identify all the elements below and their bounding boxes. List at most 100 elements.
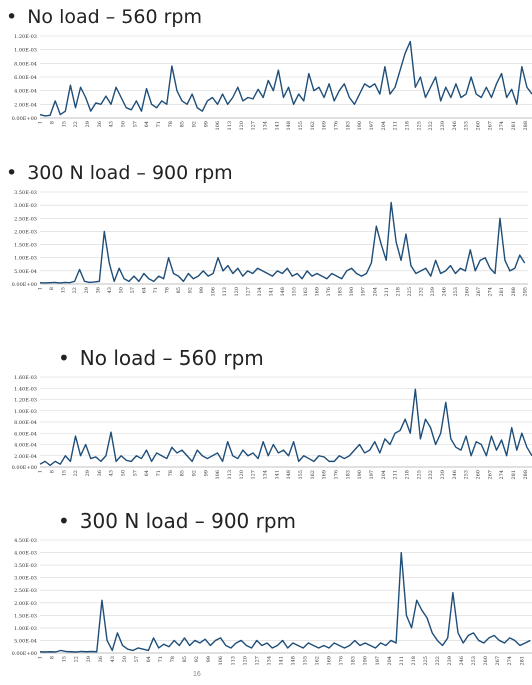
x-tick-label: 155: [291, 287, 297, 297]
x-tick-label: 225: [416, 121, 422, 131]
x-tick-label: 211: [399, 656, 405, 666]
y-tick-label: 4.00E-03: [14, 551, 37, 557]
chart-title-bottom-2: • 300 N load – 900 rpm: [58, 509, 297, 533]
y-tick-label: 0.00E+00: [12, 465, 37, 471]
x-tick-label: 183: [345, 121, 351, 131]
x-tick-label: 141: [274, 470, 280, 480]
y-tick-label: 2.50E-03: [14, 216, 37, 222]
chart-title-top-2: • 300 N load – 900 rpm: [6, 162, 233, 184]
x-tick-label: 120: [239, 121, 245, 131]
x-tick-label: 246: [452, 470, 458, 480]
x-tick-label: 29: [84, 287, 90, 293]
x-tick-label: 239: [430, 287, 436, 297]
x-tick-label: 127: [251, 470, 257, 480]
x-tick-label: 85: [180, 121, 186, 127]
series-line: [39, 40, 532, 117]
chart-title-text: 300 N load – 900 rpm: [79, 509, 297, 533]
line-chart-top-1: 0.00E+00 2.00E-04 4.00E-04 6.00E-04 8.00E-04…: [12, 34, 532, 131]
x-tick-label: 232: [418, 287, 424, 297]
x-tick-label: 43: [109, 470, 115, 476]
x-tick-label: 288: [523, 470, 529, 480]
x-tick-label: 127: [251, 121, 257, 131]
x-tick-label: 183: [338, 287, 344, 297]
x-tick-label: 1: [38, 656, 44, 659]
x-tick-label: 120: [234, 287, 240, 297]
x-tick-label: 197: [361, 287, 367, 297]
x-tick-label: 99: [199, 287, 205, 293]
x-tick-label: 134: [257, 287, 263, 297]
x-tick-label: 85: [182, 656, 188, 662]
x-tick-label: 106: [211, 287, 217, 297]
y-tick-label: 1.50E-03: [14, 243, 37, 249]
x-tick-label: 78: [165, 287, 171, 293]
chart-title-text: 300 N load – 900 rpm: [27, 162, 233, 184]
y-tick-label: 1.20E-03: [14, 34, 37, 40]
x-tick-label: 204: [381, 121, 387, 131]
x-tick-label: 29: [85, 121, 91, 127]
x-tick-label: 15: [62, 656, 68, 662]
y-tick-label: 2.00E-04: [14, 102, 37, 108]
x-tick-label: 274: [499, 121, 505, 131]
x-tick-label: 260: [475, 121, 481, 131]
x-tick-label: 64: [144, 121, 150, 127]
line-chart-bottom-2: 0.00E+00 5.00E-04 1.00E-03 1.50E-03 2.00E-03…: [12, 538, 532, 666]
x-tick-label: 43: [110, 656, 116, 662]
y-tick-label: 1.50E-03: [14, 613, 37, 619]
x-tick-label: 113: [227, 470, 233, 480]
x-tick-label: 141: [268, 287, 274, 297]
x-tick-label: 239: [440, 121, 446, 131]
x-tick-label: 162: [310, 470, 316, 480]
x-tick-label: 148: [290, 656, 296, 666]
x-tick-label: 64: [146, 656, 152, 662]
x-tick-label: 225: [423, 656, 429, 666]
y-tick-label: 1.00E-03: [14, 409, 37, 415]
x-tick-label: 92: [191, 470, 197, 476]
x-tick-label: 211: [393, 470, 399, 480]
x-tick-label: 92: [188, 287, 194, 293]
x-tick-label: 106: [215, 470, 221, 480]
x-tick-label: 22: [72, 287, 78, 293]
x-tick-label: 260: [465, 287, 471, 297]
y-tick-label: 3.00E-03: [14, 576, 37, 582]
y-tick-label: 2.00E-04: [14, 454, 37, 460]
x-tick-label: 281: [499, 287, 505, 297]
x-tick-label: 169: [322, 470, 328, 480]
x-tick-label: 183: [351, 656, 357, 666]
x-tick-label: 78: [170, 656, 176, 662]
x-tick-label: 99: [206, 656, 212, 662]
x-tick-label: 253: [464, 470, 470, 480]
x-tick-label: 267: [487, 121, 493, 131]
x-tick-label: 29: [85, 470, 91, 476]
y-tick-label: 8.00E-04: [14, 61, 37, 67]
x-tick-label: 15: [61, 121, 67, 127]
x-tick-label: 36: [97, 470, 103, 476]
x-tick-label: 50: [120, 121, 126, 127]
x-tick-label: 148: [286, 121, 292, 131]
x-tick-label: 78: [168, 121, 174, 127]
x-tick-label: 141: [278, 656, 284, 666]
x-tick-label: 50: [120, 470, 126, 476]
x-tick-label: 57: [134, 656, 140, 662]
x-tick-label: 204: [387, 656, 393, 666]
x-tick-label: 57: [130, 287, 136, 293]
x-tick-label: 71: [158, 656, 164, 662]
x-tick-label: 162: [315, 656, 321, 666]
x-tick-label: 85: [180, 470, 186, 476]
chart-title-text: No load – 560 rpm: [79, 346, 264, 370]
x-tick-label: 197: [375, 656, 381, 666]
y-tick-label: 1.60E-03: [14, 375, 37, 381]
y-tick-label: 2.50E-03: [14, 588, 37, 594]
x-tick-label: 22: [73, 470, 79, 476]
x-tick-label: 43: [107, 287, 113, 293]
line-chart-bottom-1: 0.00E+00 2.00E-04 4.00E-04 6.00E-04 8.00E-04…: [12, 375, 532, 480]
x-tick-label: 57: [132, 121, 138, 127]
x-tick-label: 43: [109, 121, 115, 127]
x-tick-label: 190: [357, 470, 363, 480]
x-tick-label: 92: [191, 121, 197, 127]
x-tick-label: 134: [266, 656, 272, 666]
x-tick-label: 50: [122, 656, 128, 662]
y-tick-label: 4.50E-03: [14, 538, 37, 544]
x-tick-label: 106: [215, 121, 221, 131]
y-tick-label: 4.00E-04: [14, 443, 37, 449]
line-chart-top-2: 0.00E+00 5.00E-04 1.00E-03 1.50E-03 2.00E-03…: [12, 190, 529, 297]
